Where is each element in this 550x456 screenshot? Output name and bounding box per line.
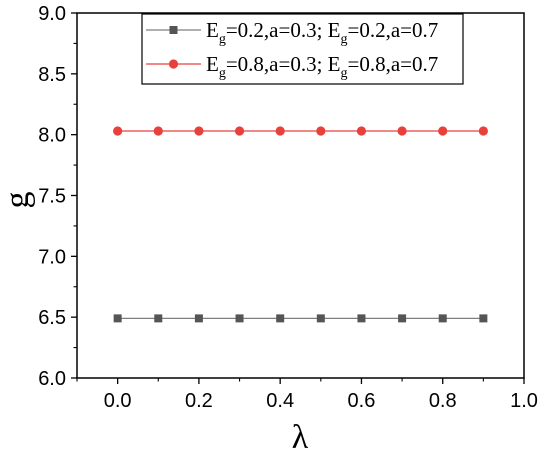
x-tick-label: 0.0 bbox=[104, 390, 132, 412]
y-axis-label: g bbox=[0, 192, 36, 209]
legend-item-1: Eg=0.2,a=0.3; Eg=0.2,a=0.7 bbox=[146, 18, 438, 47]
data-point bbox=[154, 314, 163, 323]
data-point bbox=[316, 126, 326, 136]
data-point bbox=[234, 126, 245, 136]
data-point bbox=[397, 126, 407, 136]
legend-text-part: =0.8,a=0.7 bbox=[348, 52, 439, 76]
legend-box bbox=[141, 13, 464, 85]
legend-label: Eg=0.8,a=0.3; Eg=0.8,a=0.7 bbox=[206, 52, 438, 81]
data-point bbox=[276, 314, 285, 323]
x-tick-label: 0.4 bbox=[266, 390, 294, 412]
legend-items: Eg=0.2,a=0.3; Eg=0.2,a=0.7Eg=0.8,a=0.3; … bbox=[146, 18, 438, 81]
legend-marker bbox=[168, 59, 179, 69]
legend-text-part: E bbox=[206, 52, 219, 76]
legend-text-part: =0.2,a=0.3; E bbox=[226, 18, 341, 42]
data-point bbox=[357, 314, 366, 323]
data-point bbox=[478, 126, 488, 136]
data-point bbox=[113, 314, 122, 323]
x-tick-label: 1.0 bbox=[510, 390, 538, 412]
legend: Eg=0.2,a=0.3; Eg=0.2,a=0.7Eg=0.8,a=0.3; … bbox=[141, 13, 464, 85]
data-point bbox=[194, 126, 204, 136]
legend-item-2: Eg=0.8,a=0.3; Eg=0.8,a=0.7 bbox=[146, 52, 438, 81]
y-tick-label: 9.0 bbox=[38, 3, 66, 25]
legend-marker bbox=[169, 26, 178, 34]
data-point bbox=[275, 126, 285, 136]
data-point bbox=[438, 126, 448, 136]
series-2 bbox=[113, 126, 488, 136]
data-point bbox=[316, 314, 325, 323]
x-axis-label: λ bbox=[292, 419, 309, 456]
y-tick-label: 7.0 bbox=[38, 246, 66, 268]
y-tick-label: 6.0 bbox=[38, 368, 66, 390]
series-1 bbox=[113, 314, 488, 323]
y-tick-label: 8.0 bbox=[38, 125, 66, 147]
data-point bbox=[153, 126, 163, 136]
legend-text-part: =0.8,a=0.3; E bbox=[226, 52, 341, 76]
data-point bbox=[438, 314, 447, 323]
legend-subscript: g bbox=[219, 66, 226, 81]
legend-subscript: g bbox=[341, 32, 348, 47]
x-tick-label: 0.8 bbox=[429, 390, 457, 412]
data-point bbox=[235, 314, 244, 323]
data-point bbox=[479, 314, 488, 323]
legend-text-part: =0.2,a=0.7 bbox=[348, 18, 439, 42]
legend-text-part: E bbox=[206, 18, 219, 42]
x-tick-label: 0.6 bbox=[348, 390, 376, 412]
ticks-layer: 0.0 0.2 0.4 0.6 0.8 1.0 6.0 6.5 7.0 7.5 8.0 8.5 9.0 bbox=[38, 3, 538, 412]
legend-subscript: g bbox=[341, 66, 348, 81]
data-point bbox=[356, 126, 367, 136]
x-tick-label: 0.2 bbox=[185, 390, 213, 412]
y-tick-label: 8.5 bbox=[38, 64, 66, 86]
y-tick-label: 7.5 bbox=[38, 186, 66, 208]
y-tick-label: 6.5 bbox=[38, 307, 66, 329]
data-point bbox=[194, 314, 203, 323]
data-point bbox=[113, 126, 123, 136]
legend-label: Eg=0.2,a=0.3; Eg=0.2,a=0.7 bbox=[206, 18, 438, 47]
series-layer bbox=[113, 126, 488, 323]
data-point bbox=[398, 314, 407, 323]
legend-subscript: g bbox=[219, 32, 226, 47]
